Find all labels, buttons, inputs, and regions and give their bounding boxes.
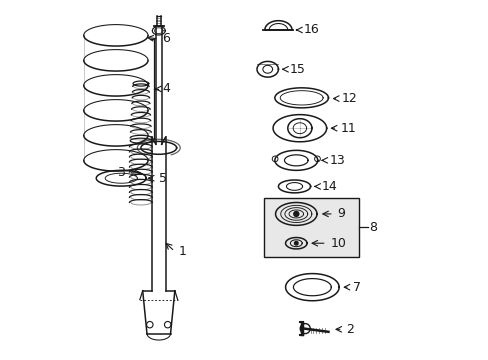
Text: 1: 1 (178, 245, 186, 258)
Bar (264, 198, 358, 257)
Text: 5: 5 (159, 172, 166, 185)
Text: 12: 12 (341, 92, 357, 105)
Text: 11: 11 (340, 122, 356, 135)
Text: 4: 4 (162, 82, 170, 95)
Text: 13: 13 (329, 154, 345, 167)
Text: 14: 14 (322, 180, 337, 193)
Text: 9: 9 (337, 207, 345, 220)
Text: 16: 16 (303, 23, 319, 36)
Circle shape (293, 211, 298, 216)
Text: 10: 10 (329, 237, 346, 250)
Text: 8: 8 (368, 221, 376, 234)
Text: 7: 7 (353, 281, 361, 294)
Text: 6: 6 (162, 32, 170, 45)
Text: 3: 3 (117, 166, 124, 179)
Circle shape (294, 242, 298, 245)
Text: 15: 15 (289, 63, 305, 76)
Text: 2: 2 (346, 323, 353, 336)
